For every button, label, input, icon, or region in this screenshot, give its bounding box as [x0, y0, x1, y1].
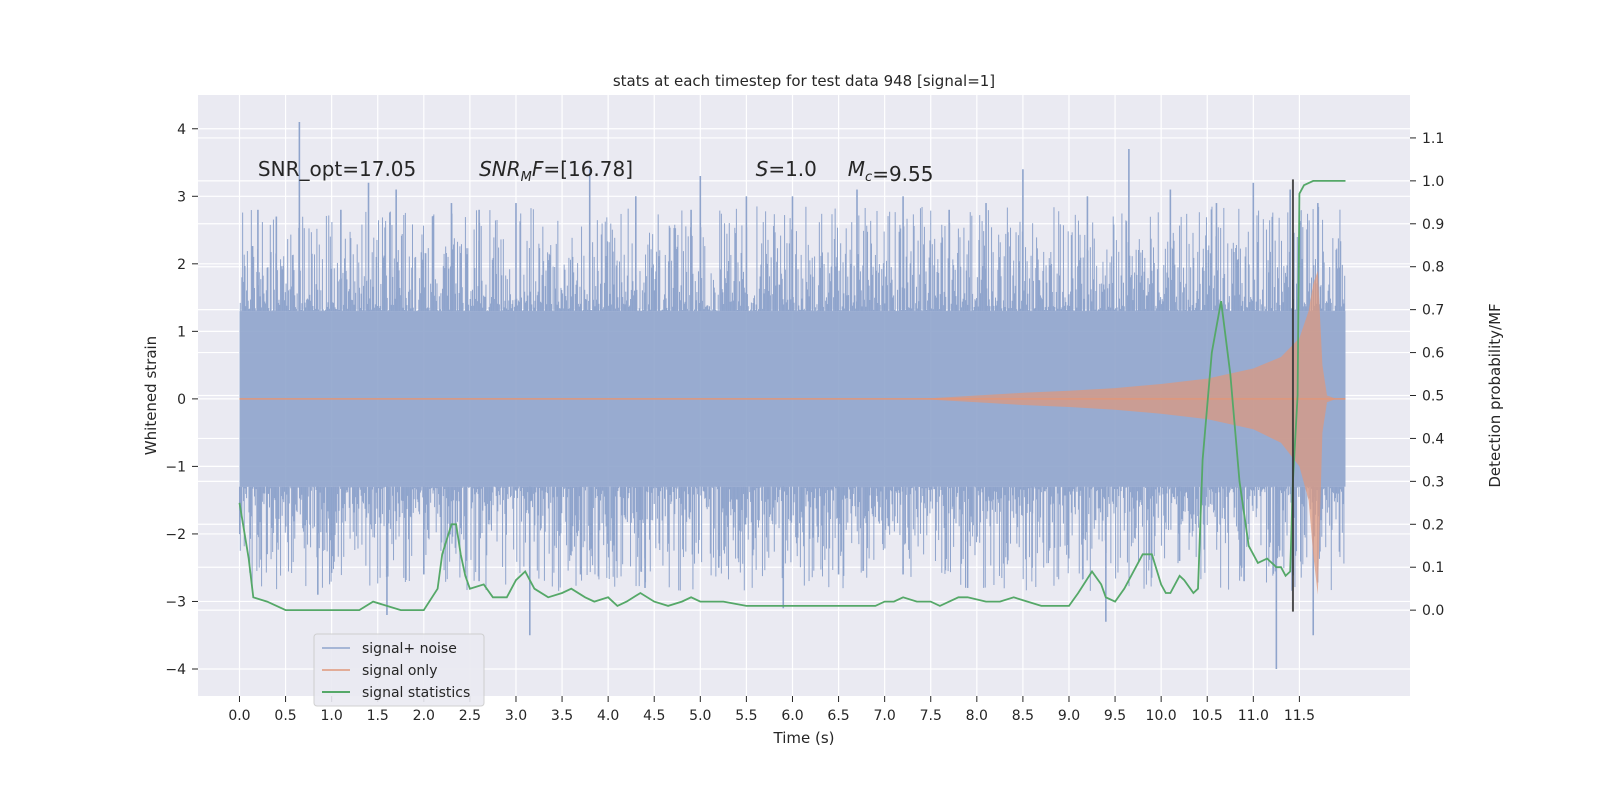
x-tick-label: 7.0: [874, 708, 896, 724]
chart-title: stats at each timestep for test data 948…: [613, 72, 995, 90]
legend-box: [313, 633, 485, 707]
annotation-text: Mc=9.55: [848, 157, 934, 186]
x-axis-ticks: 0.0 0.5 1.0 1.5 2.0 2.5 3.0 3.5 4.0 4.5 5.0 5.5 6.0 6…: [228, 696, 1315, 724]
x-tick-label: 8.5: [1012, 708, 1034, 724]
annotation-text: S=1.0: [756, 157, 817, 181]
x-tick-label: 0.5: [274, 708, 296, 724]
y-right-tick-label: 0.1: [1422, 560, 1444, 576]
y-left-tick-label: −2: [165, 527, 186, 543]
x-tick-label: 1.0: [321, 708, 343, 724]
y-left-tick-label: −4: [165, 662, 186, 678]
y-right-tick-label: 1.1: [1422, 131, 1444, 147]
x-tick-label: 4.0: [597, 708, 619, 724]
x-tick-label: 4.5: [643, 708, 665, 724]
x-tick-label: 10.0: [1146, 708, 1177, 724]
y-right-tick-label: 0.7: [1422, 303, 1444, 319]
x-tick-label: 7.5: [920, 708, 942, 724]
x-tick-label: 3.5: [551, 708, 573, 724]
legend-label-signal-only: signal only: [362, 663, 437, 679]
y-left-tick-label: 0: [177, 392, 186, 408]
x-tick-label: 8.0: [966, 708, 988, 724]
legend-label-signal-noise: signal+ noise: [362, 641, 457, 657]
y-left-tick-label: −3: [165, 594, 186, 610]
y-right-tick-label: 0.6: [1422, 346, 1444, 362]
x-tick-label: 5.0: [689, 708, 711, 724]
y-right-tick-label: 1.0: [1422, 174, 1444, 190]
x-tick-label: 0.0: [228, 708, 250, 724]
annotation-text: SNR_opt=17.05: [258, 157, 416, 181]
y-left-axis-ticks: −4 −3 −2 −1 0 1 2 3 4: [165, 122, 198, 678]
legend-label-signal-statistics: signal statistics: [362, 685, 470, 701]
y-right-axis-label: Detection probability/MF: [1486, 303, 1504, 487]
x-axis-label: Time (s): [773, 729, 835, 747]
y-right-tick-label: 0.2: [1422, 517, 1444, 533]
annotation-text: SNRMF=[16.78]: [479, 157, 633, 185]
y-right-tick-label: 0.3: [1422, 474, 1444, 490]
x-tick-label: 5.5: [735, 708, 757, 724]
x-tick-label: 10.5: [1192, 708, 1223, 724]
x-tick-label: 9.0: [1058, 708, 1080, 724]
legend: signal+ noise signal only signal statist…: [313, 633, 485, 707]
y-left-tick-label: −1: [165, 459, 186, 475]
x-tick-label: 11.0: [1238, 708, 1269, 724]
signal-statistics-line: [238, 179, 1346, 611]
x-tick-label: 3.0: [505, 708, 527, 724]
y-right-tick-label: 0.5: [1422, 389, 1444, 405]
x-tick-label: 2.5: [459, 708, 481, 724]
y-right-tick-label: 0.0: [1422, 603, 1444, 619]
y-right-tick-label: 0.8: [1422, 260, 1444, 276]
x-tick-label: 2.0: [413, 708, 435, 724]
y-left-tick-label: 1: [177, 324, 186, 340]
y-left-tick-label: 3: [177, 189, 186, 205]
annotations: SNR_opt=17.05 SNRMF=[16.78] S=1.0 Mc=9.55: [258, 157, 934, 186]
x-tick-label: 6.0: [781, 708, 803, 724]
y-left-tick-label: 4: [177, 122, 186, 138]
y-left-tick-label: 2: [177, 257, 186, 273]
y-right-tick-label: 0.4: [1422, 431, 1444, 447]
x-tick-label: 11.5: [1284, 708, 1315, 724]
x-tick-label: 6.5: [827, 708, 849, 724]
y-right-axis-ticks: 0.0 0.1 0.2 0.3 0.4 0.5 0.6 0.7 0.8 0.9 1.0 1.1: [1410, 131, 1444, 619]
x-tick-label: 1.5: [367, 708, 389, 724]
x-tick-label: 9.5: [1104, 708, 1126, 724]
y-right-tick-label: 0.9: [1422, 217, 1444, 233]
y-left-axis-label: Whitened strain: [142, 336, 160, 455]
signal-statistics-series: [238, 179, 1346, 611]
signal-only-series: [239, 270, 1346, 595]
